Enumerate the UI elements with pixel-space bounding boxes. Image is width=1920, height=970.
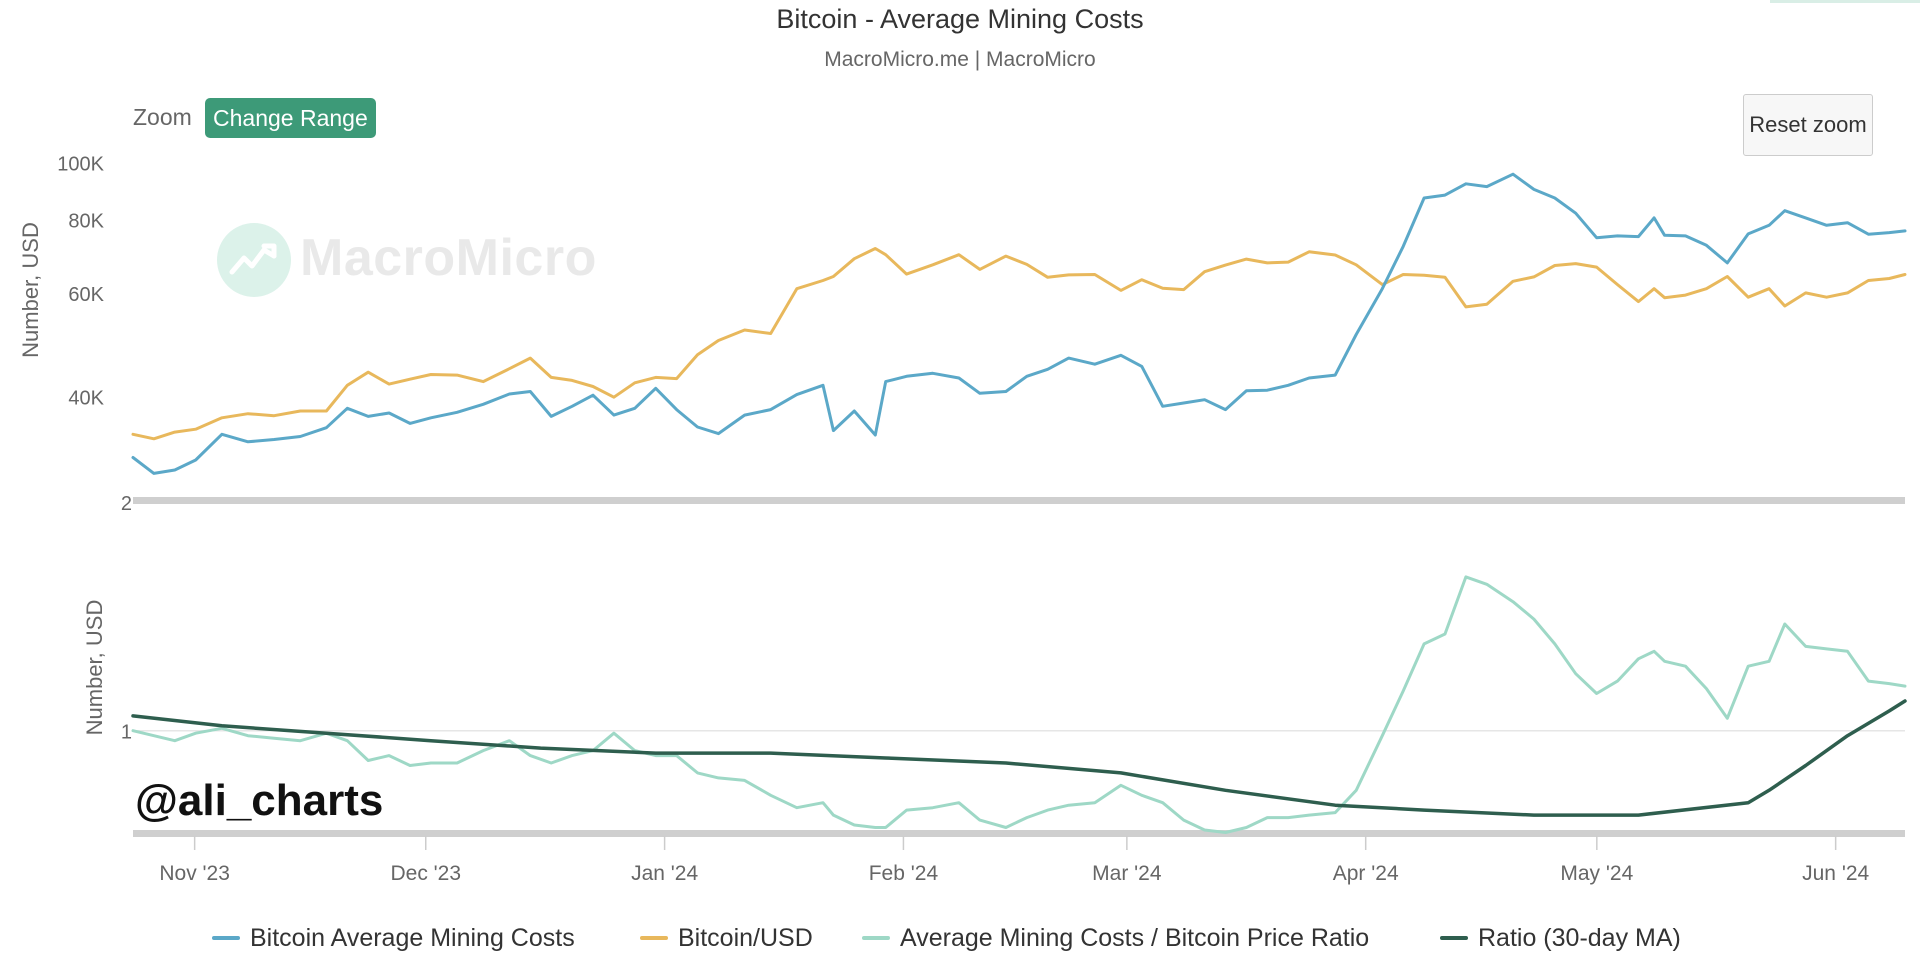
- legend-label: Ratio (30-day MA): [1478, 923, 1681, 952]
- series-line-ratio: [131, 575, 1907, 834]
- author-signature: @ali_charts: [135, 776, 384, 825]
- y-tick-label: 60K: [68, 284, 104, 306]
- legend-swatch-btc-usd: [640, 936, 668, 940]
- x-tick-label: Mar '24: [1092, 862, 1162, 885]
- zoom-label: Zoom: [133, 104, 192, 130]
- chart-area[interactable]: 40K 60K 80K 100K Number, USD 1 2 Number, USD Nov…: [0, 0, 1920, 900]
- series-line-mining-costs: [131, 172, 1907, 475]
- reset-zoom-button[interactable]: Reset zoom: [1743, 94, 1873, 156]
- legend-item-ratio[interactable]: Average Mining Costs / Bitcoin Price Rat…: [862, 920, 1369, 956]
- chart-legend: Bitcoin Average Mining Costs Bitcoin/USD…: [0, 920, 1920, 960]
- y-axis-title: Number, USD: [18, 222, 43, 358]
- change-range-button[interactable]: Change Range: [205, 98, 376, 138]
- legend-swatch-ratio: [862, 936, 890, 940]
- x-tick-label: Nov '23: [159, 862, 230, 885]
- x-tick-label: Jun '24: [1802, 862, 1869, 885]
- y-tick-label: 1: [121, 722, 132, 744]
- legend-item-mining-costs[interactable]: Bitcoin Average Mining Costs: [212, 920, 575, 956]
- legend-label: Bitcoin/USD: [678, 923, 813, 952]
- watermark-text: MacroMicro: [300, 229, 597, 287]
- chart-subtitle: MacroMicro.me | MacroMicro: [824, 48, 1096, 71]
- y-tick-label: 2: [121, 493, 132, 515]
- x-tick-label: Apr '24: [1333, 862, 1399, 885]
- legend-item-ratio-ma[interactable]: Ratio (30-day MA): [1440, 920, 1681, 956]
- legend-swatch-mining-costs: [212, 936, 240, 940]
- y-tick-label: 40K: [68, 388, 104, 410]
- legend-swatch-ratio-ma: [1440, 936, 1468, 940]
- x-tick-label: May '24: [1560, 862, 1633, 885]
- macromicro-logo-icon: [217, 223, 291, 297]
- y-tick-label: 100K: [57, 153, 104, 175]
- chart-title: Bitcoin - Average Mining Costs: [776, 4, 1144, 34]
- panel-separator-bar: [133, 497, 1905, 504]
- x-tick-label: Feb '24: [869, 862, 939, 885]
- legend-item-btc-usd[interactable]: Bitcoin/USD: [640, 920, 813, 956]
- legend-label: Average Mining Costs / Bitcoin Price Rat…: [900, 923, 1370, 952]
- legend-label: Bitcoin Average Mining Costs: [250, 923, 575, 952]
- y-axis-title: Number, USD: [82, 600, 107, 736]
- series-line-btc-usd: [131, 247, 1907, 441]
- x-axis-bar: [133, 830, 1905, 837]
- y-tick-label: 80K: [68, 210, 104, 232]
- series-line-ratio-ma: [131, 699, 1907, 817]
- x-tick-label: Dec '23: [390, 862, 461, 885]
- top-tab-edge: [1770, 0, 1920, 3]
- x-tick-label: Jan '24: [631, 862, 698, 885]
